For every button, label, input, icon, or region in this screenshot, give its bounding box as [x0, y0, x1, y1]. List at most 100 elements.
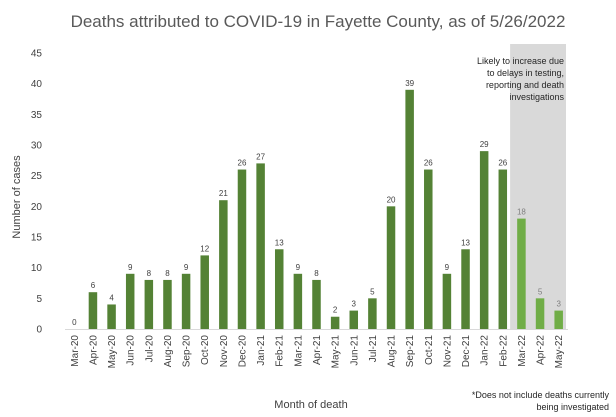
x-tick-label: Feb-21	[275, 335, 286, 367]
y-tick-label: 40	[31, 79, 43, 90]
data-label: 3	[556, 300, 561, 309]
bar	[517, 218, 526, 329]
bar	[479, 151, 489, 329]
bar	[461, 249, 470, 329]
x-tick-label: Oct-21	[424, 335, 435, 365]
x-tick-label: Nov-21	[442, 335, 453, 368]
y-tick-label: 45	[31, 49, 43, 60]
bars	[88, 89, 563, 329]
x-tick-label: Feb-22	[498, 335, 509, 367]
data-label: 4	[109, 293, 114, 302]
bar	[442, 273, 452, 329]
data-label: 8	[165, 269, 170, 278]
bar	[237, 169, 247, 329]
y-tick-label: 15	[31, 233, 43, 244]
bar	[405, 89, 414, 329]
x-tick-label: Jun-20	[126, 335, 137, 366]
y-tick-label: 0	[36, 325, 42, 336]
y-tick-label: 30	[31, 141, 43, 152]
y-axis-label: Number of cases	[11, 155, 23, 239]
data-label: 26	[424, 159, 433, 168]
annotation-line: Likely to increase due	[477, 56, 564, 66]
x-tick-label: Sep-20	[182, 335, 193, 368]
x-tick-label: Apr-21	[312, 335, 323, 365]
annotation-line: reporting and death	[486, 80, 564, 90]
bar	[256, 163, 265, 329]
x-tick-label: Jun-21	[349, 335, 360, 366]
y-tick-label: 25	[31, 171, 43, 182]
data-label: 9	[445, 263, 450, 272]
y-tick-label: 35	[31, 110, 43, 121]
x-tick-label: May-22	[554, 335, 565, 369]
x-tick-label: Dec-20	[237, 335, 248, 368]
x-tick-label: Nov-20	[219, 335, 230, 368]
bar	[219, 200, 228, 329]
bar	[293, 273, 303, 329]
footnote-line: being investigated	[536, 402, 609, 412]
data-label: 9	[128, 263, 133, 272]
data-label: 29	[480, 140, 489, 149]
bar	[274, 249, 284, 329]
bar	[535, 298, 545, 329]
bar	[368, 298, 377, 329]
x-axis-ticks: Mar-20 Apr-20 May-20 Jun-20 Jul-20 Aug-20 Sep-…	[70, 335, 565, 369]
chart-title: Deaths attributed to COVID-19 in Fayette…	[71, 12, 566, 31]
bar	[554, 310, 563, 329]
data-labels: 0 6 4 9 8 8 9 12 21 26 27 13 9 8 2 3 5 20 39 26 9 13 29 26 18 5 3	[72, 79, 561, 327]
x-tick-label: May-20	[107, 335, 118, 369]
bar	[107, 304, 116, 329]
bar	[498, 169, 508, 329]
x-tick-label: Jan-21	[256, 335, 267, 366]
data-label: 27	[256, 152, 265, 161]
bar	[181, 273, 191, 329]
x-tick-label: Oct-20	[200, 335, 211, 365]
y-axis-ticks: 0 5 10 15 20 25 30 35 40 45	[31, 49, 43, 336]
data-label: 26	[238, 159, 247, 168]
x-axis-label: Month of death	[274, 399, 347, 411]
data-label: 3	[352, 300, 357, 309]
x-tick-label: Dec-21	[461, 335, 472, 368]
y-tick-label: 20	[31, 202, 43, 213]
data-label: 26	[498, 159, 507, 168]
data-label: 13	[275, 238, 284, 247]
projection-annotation: Likely to increase due to delays in testi…	[477, 56, 565, 102]
x-tick-label: Aug-20	[163, 335, 174, 368]
x-tick-label: Apr-22	[536, 335, 547, 365]
bar	[200, 255, 209, 329]
bar	[349, 310, 359, 329]
bar	[330, 316, 340, 329]
data-label: 13	[461, 238, 470, 247]
data-label: 8	[314, 269, 319, 278]
data-label: 12	[200, 244, 209, 253]
bar	[144, 279, 154, 329]
x-tick-label: Aug-21	[387, 335, 398, 368]
x-tick-label: Apr-20	[88, 335, 99, 365]
bar	[312, 279, 321, 329]
x-tick-label: Jul-20	[144, 335, 155, 363]
data-label: 8	[147, 269, 152, 278]
x-tick-label: Jul-21	[368, 335, 379, 363]
data-label: 21	[219, 189, 228, 198]
data-label: 39	[405, 79, 414, 88]
bar	[125, 273, 135, 329]
bar	[163, 279, 172, 329]
x-tick-label: May-21	[331, 335, 342, 369]
annotation-line: to delays in testing,	[487, 68, 564, 78]
bar	[386, 206, 396, 329]
data-label: 5	[538, 287, 543, 296]
data-label: 2	[333, 306, 338, 315]
x-tick-label: Mar-21	[293, 335, 304, 367]
bar	[424, 169, 433, 329]
y-tick-label: 10	[31, 263, 43, 274]
footnote-line: *Does not include deaths currently	[472, 390, 610, 400]
footnote: *Does not include deaths currently being …	[472, 390, 610, 412]
data-label: 9	[184, 263, 189, 272]
x-tick-label: Mar-22	[517, 335, 528, 367]
annotation-line: investigations	[509, 92, 564, 102]
x-tick-label: Jan-22	[480, 335, 491, 366]
x-tick-label: Mar-20	[70, 335, 81, 367]
data-label: 5	[370, 287, 375, 296]
bar	[88, 292, 98, 329]
data-label: 9	[296, 263, 301, 272]
